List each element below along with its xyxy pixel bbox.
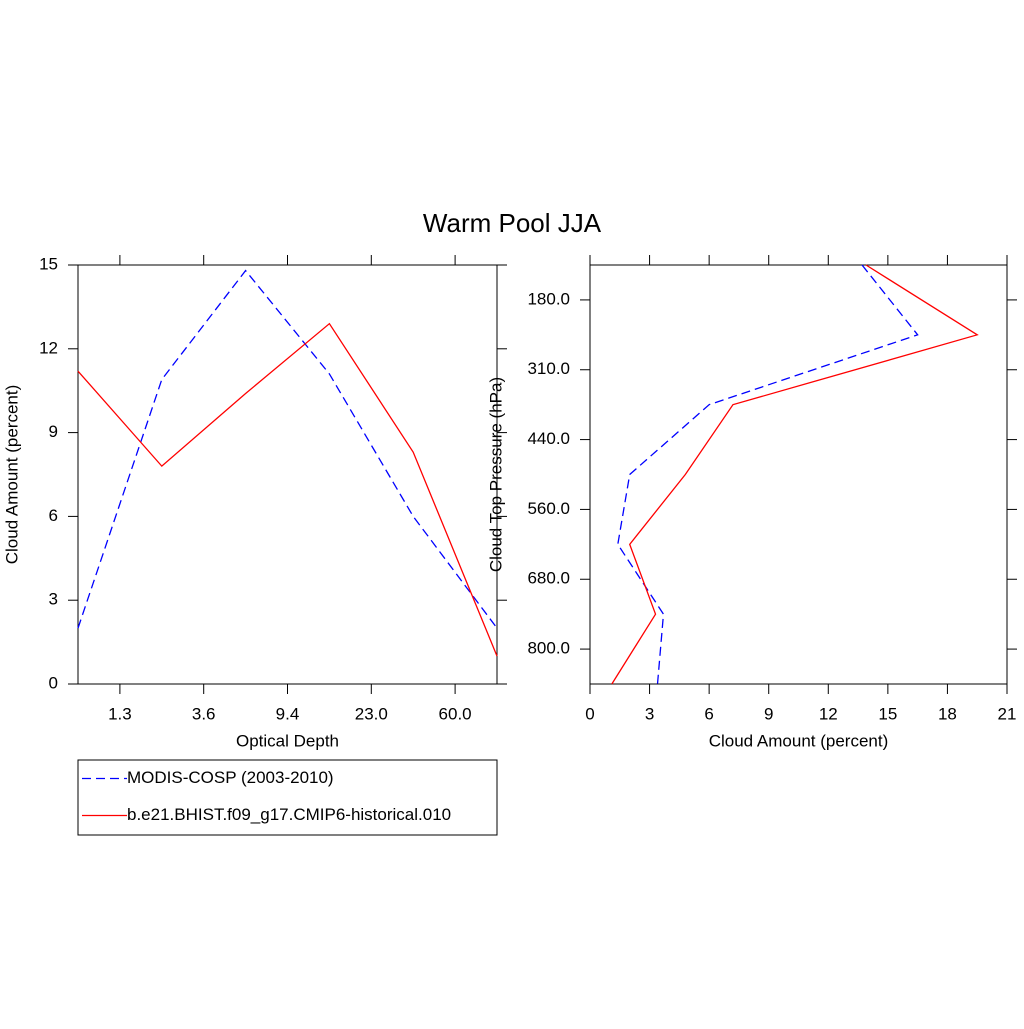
x-tick-label: 12 <box>819 704 838 723</box>
plot-frame <box>589 264 1008 685</box>
y-axis-label: Cloud Amount (percent) <box>2 385 21 565</box>
y-tick-label: 15 <box>39 254 58 273</box>
y-tick-label: 560.0 <box>527 499 570 518</box>
x-tick-label: 23.0 <box>355 704 388 723</box>
x-tick-label: 0 <box>585 704 594 723</box>
x-tick-label: 18 <box>938 704 957 723</box>
series-line <box>617 264 919 685</box>
x-axis-label: Cloud Amount (percent) <box>709 731 889 750</box>
x-axis-label: Optical Depth <box>236 731 339 750</box>
series-line <box>77 269 498 629</box>
legend-box <box>77 759 498 836</box>
y-axis-label: Cloud Top Pressure (hPa) <box>486 377 505 572</box>
y-tick-label: 800.0 <box>527 639 570 658</box>
x-tick-label: 6 <box>704 704 713 723</box>
x-tick-label: 3 <box>645 704 654 723</box>
y-tick-label: 12 <box>39 338 58 357</box>
x-tick-label: 9.4 <box>276 704 300 723</box>
series-line <box>77 322 498 657</box>
y-tick-label: 310.0 <box>527 359 570 378</box>
x-tick-label: 15 <box>878 704 897 723</box>
x-tick-label: 1.3 <box>108 704 132 723</box>
y-tick-label: 680.0 <box>527 569 570 588</box>
x-tick-label: 21 <box>998 704 1017 723</box>
y-tick-label: 440.0 <box>527 429 570 448</box>
figure-title: Warm Pool JJA <box>423 208 602 238</box>
y-tick-label: 180.0 <box>527 289 570 308</box>
y-tick-label: 9 <box>49 422 58 441</box>
y-tick-label: 0 <box>49 673 58 692</box>
y-tick-label: 3 <box>49 590 58 609</box>
x-tick-label: 9 <box>764 704 773 723</box>
legend-label: b.e21.BHIST.f09_g17.CMIP6-historical.010 <box>127 805 451 824</box>
plot-frame <box>77 264 498 685</box>
x-tick-label: 3.6 <box>192 704 216 723</box>
x-tick-label: 60.0 <box>439 704 472 723</box>
series-line <box>611 264 979 685</box>
legend-label: MODIS-COSP (2003-2010) <box>127 768 334 787</box>
y-tick-label: 6 <box>49 506 58 525</box>
